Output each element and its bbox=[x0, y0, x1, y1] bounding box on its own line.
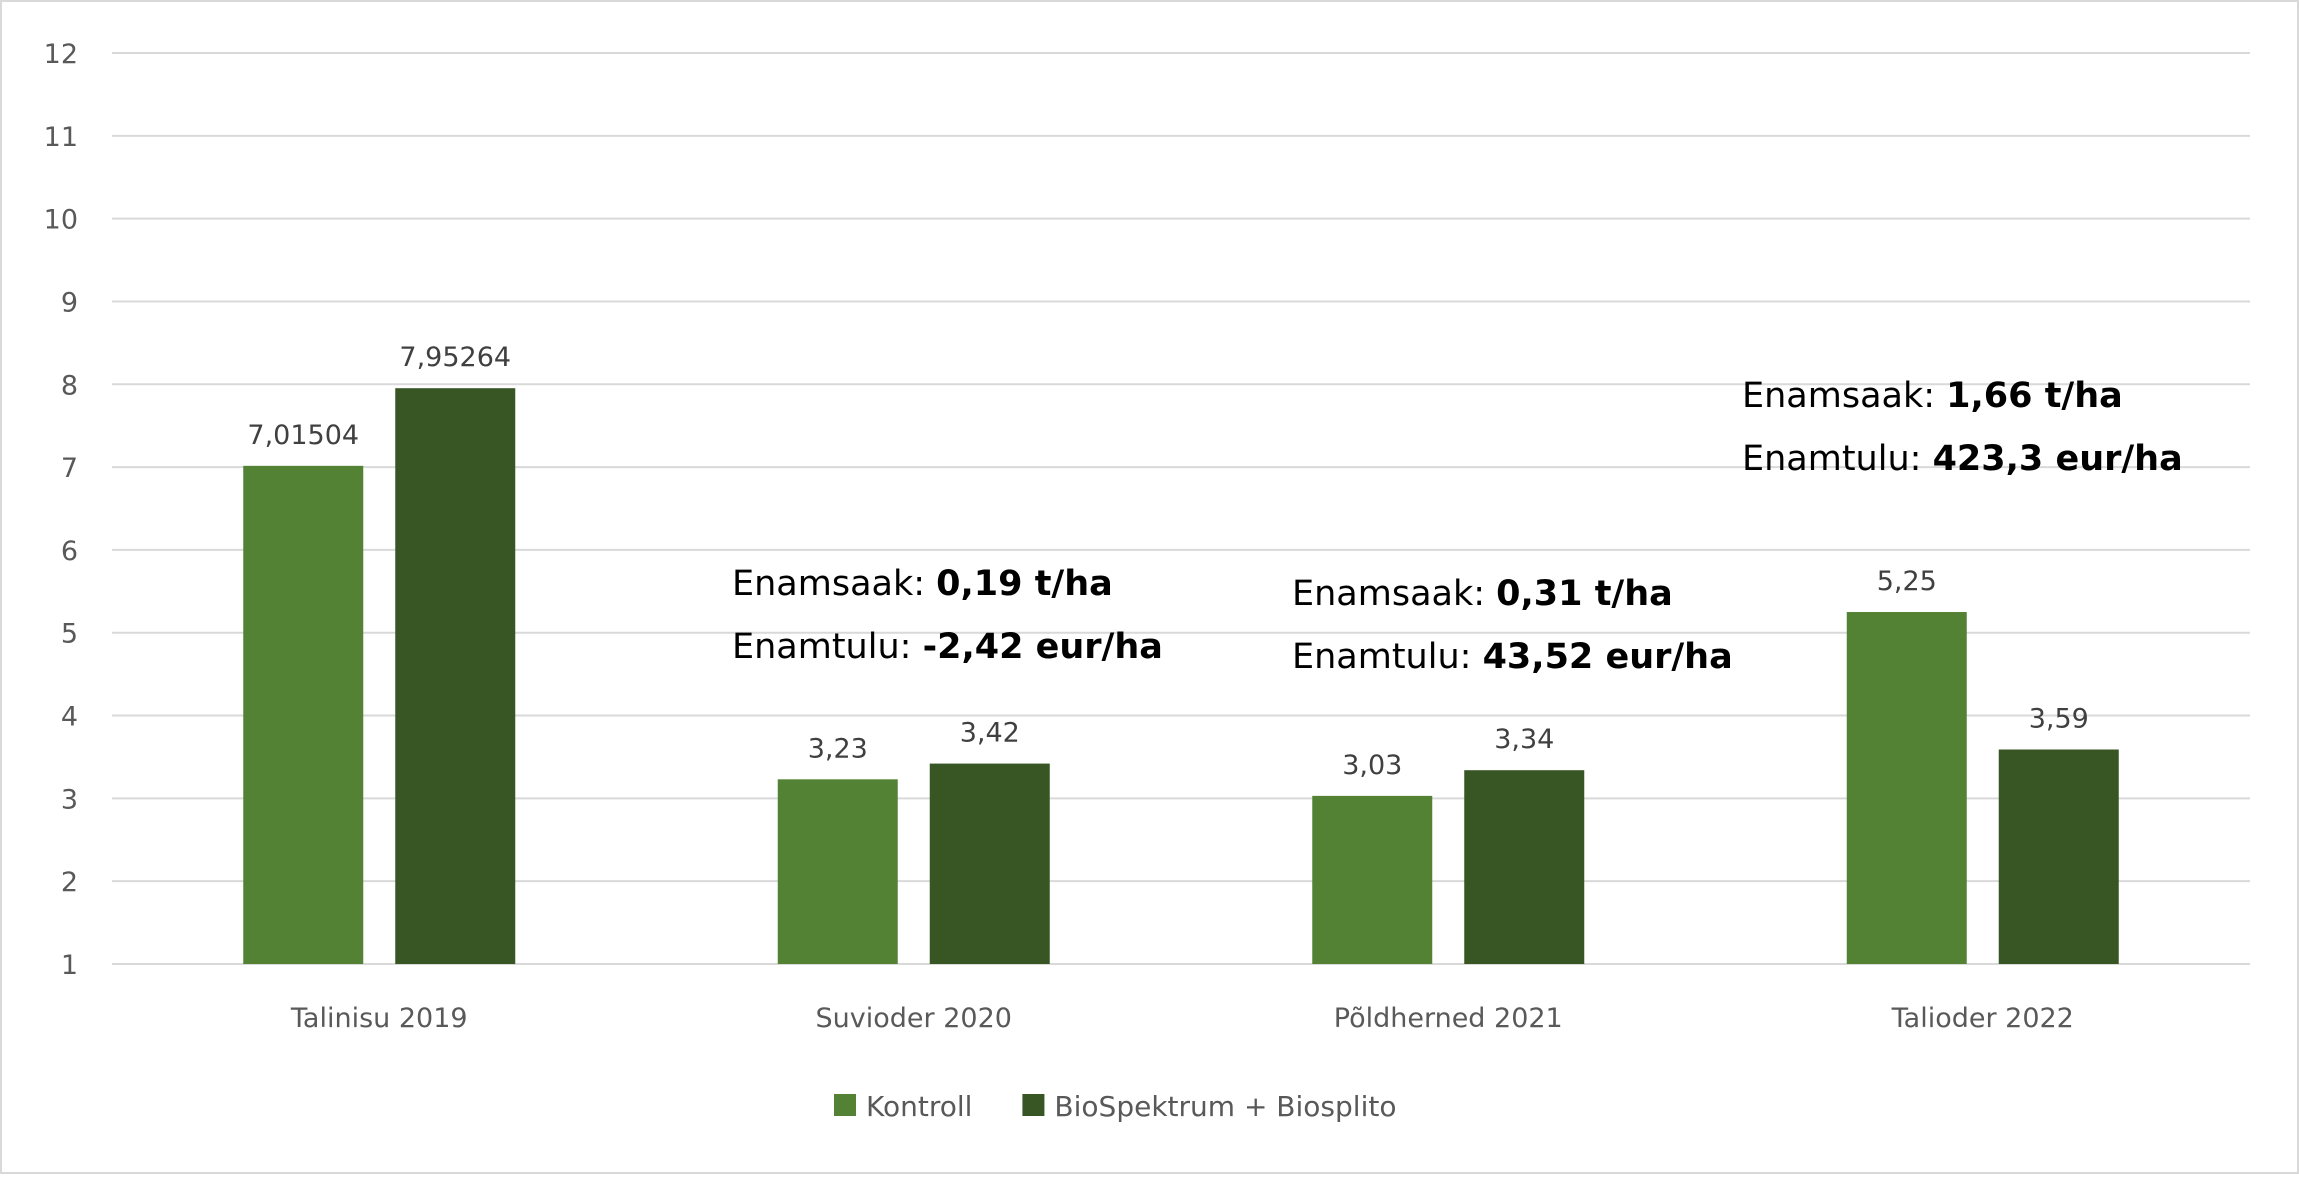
annotation-text: Enamtulu: -2,42 eur/ha bbox=[732, 627, 1163, 667]
data-label: 5,25 bbox=[1877, 566, 1937, 597]
x-tick-label: Talinisu 2019 bbox=[290, 1003, 468, 1034]
data-label: 3,23 bbox=[808, 733, 868, 764]
annotation-value: 0,19 t/ha bbox=[936, 564, 1113, 604]
y-tick-label: 1 bbox=[61, 950, 78, 981]
annotation-value: 43,52 eur/ha bbox=[1483, 637, 1733, 677]
legend-swatch bbox=[1022, 1094, 1045, 1116]
bar-kontroll bbox=[777, 779, 898, 964]
annotation-value: 423,3 eur/ha bbox=[1933, 439, 2183, 479]
bar-kontroll bbox=[1846, 612, 1967, 964]
annotation-text: Enamtulu: 43,52 eur/ha bbox=[1292, 637, 1733, 677]
data-label: 3,59 bbox=[2029, 704, 2089, 735]
data-label: 3,42 bbox=[960, 718, 1020, 749]
x-tick-label: Suvioder 2020 bbox=[816, 1003, 1012, 1034]
data-label: 7,95264 bbox=[399, 342, 511, 373]
y-tick-label: 12 bbox=[44, 39, 78, 70]
bar-kontroll bbox=[1312, 795, 1433, 964]
annotation-label: Enamtulu: bbox=[732, 627, 923, 667]
bar-kontroll bbox=[243, 465, 364, 964]
y-tick-label: 5 bbox=[61, 619, 78, 650]
annotation-text: Enamtulu: 423,3 eur/ha bbox=[1742, 439, 2183, 479]
data-label: 7,01504 bbox=[247, 420, 359, 451]
legend-label: BioSpektrum + Biosplito bbox=[1054, 1090, 1396, 1123]
y-tick-label: 9 bbox=[61, 287, 78, 318]
data-label: 3,03 bbox=[1342, 750, 1402, 781]
annotation-text: Enamsaak: 0,19 t/ha bbox=[732, 564, 1113, 604]
legend-swatch bbox=[834, 1094, 856, 1116]
annotation-label: Enamsaak: bbox=[1742, 376, 1946, 416]
y-tick-label: 2 bbox=[61, 867, 78, 898]
y-tick-label: 8 bbox=[61, 370, 78, 401]
bar-biospektrum bbox=[1998, 749, 2119, 964]
x-tick-label: Talioder 2022 bbox=[1891, 1003, 2074, 1034]
annotation-label: Enamtulu: bbox=[1742, 439, 1933, 479]
data-label: 3,34 bbox=[1494, 724, 1554, 755]
annotation-text: Enamsaak: 0,31 t/ha bbox=[1292, 574, 1673, 614]
y-tick-label: 7 bbox=[61, 453, 78, 484]
y-tick-label: 10 bbox=[44, 205, 78, 236]
annotation-value: -2,42 eur/ha bbox=[923, 627, 1163, 667]
y-tick-label: 11 bbox=[44, 122, 78, 153]
annotation-text: Enamsaak: 1,66 t/ha bbox=[1742, 376, 2123, 416]
y-tick-label: 3 bbox=[61, 784, 78, 815]
x-tick-label: Põldherned 2021 bbox=[1334, 1003, 1563, 1034]
y-tick-label: 6 bbox=[61, 536, 78, 567]
bar-biospektrum bbox=[929, 763, 1050, 964]
annotation-value: 1,66 t/ha bbox=[1946, 376, 2123, 416]
bar-biospektrum bbox=[395, 388, 516, 964]
annotation-value: 0,31 t/ha bbox=[1496, 574, 1673, 614]
annotation-label: Enamtulu: bbox=[1292, 637, 1483, 677]
annotation-label: Enamsaak: bbox=[732, 564, 936, 604]
y-tick-label: 4 bbox=[61, 702, 78, 733]
annotation-label: Enamsaak: bbox=[1292, 574, 1496, 614]
legend-label: Kontroll bbox=[866, 1090, 972, 1123]
bar-biospektrum bbox=[1464, 770, 1585, 964]
